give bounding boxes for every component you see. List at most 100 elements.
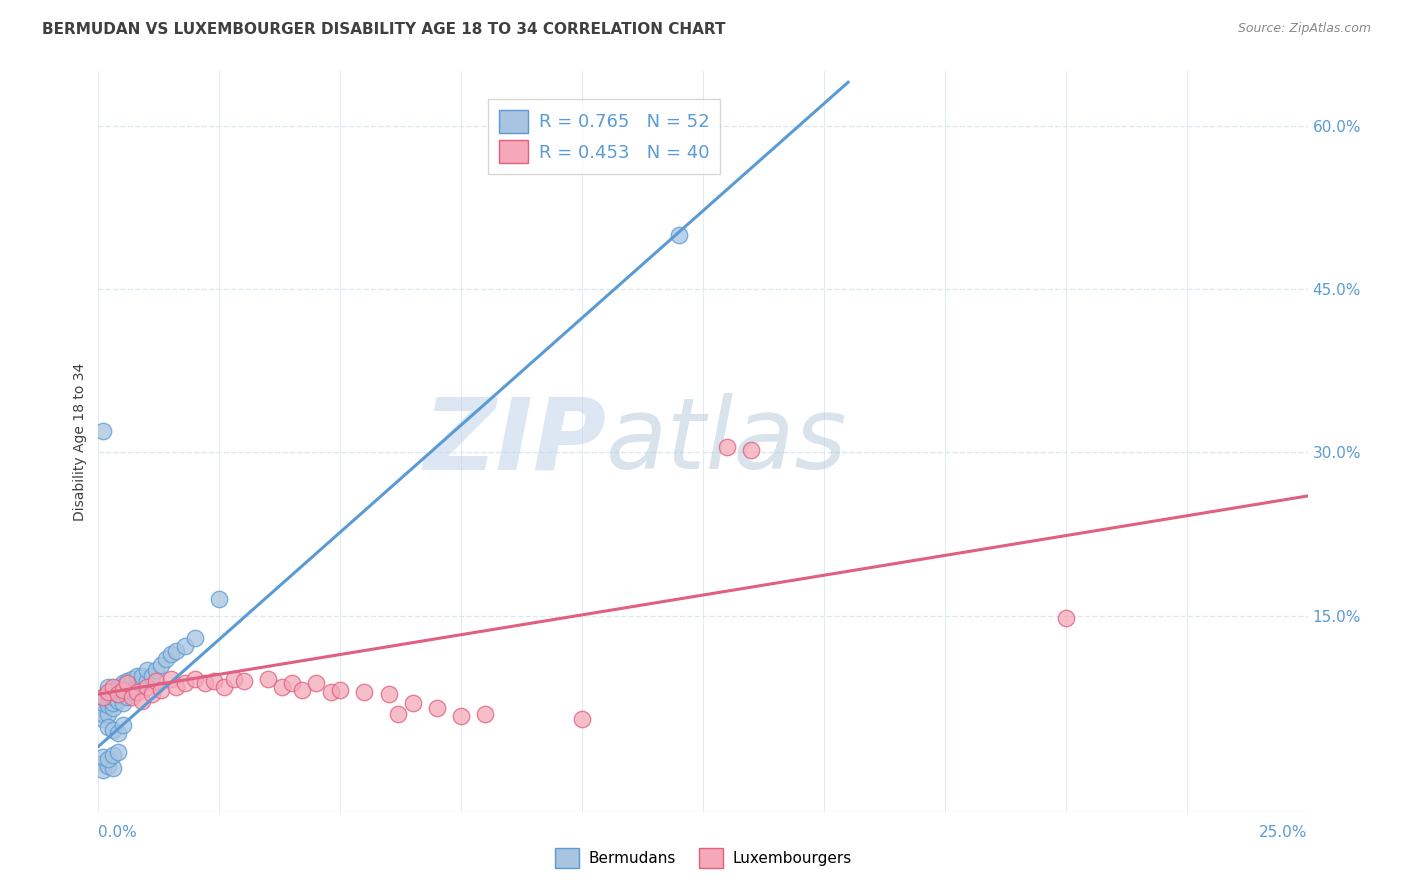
- Point: [426, 701, 449, 715]
- Point: [150, 682, 173, 697]
- Point: [141, 687, 163, 701]
- Point: [101, 723, 124, 737]
- Point: [141, 668, 163, 682]
- Point: [97, 698, 120, 712]
- Point: [101, 690, 124, 705]
- Point: [91, 690, 114, 705]
- Point: [165, 680, 187, 694]
- Point: [101, 696, 124, 710]
- Point: [91, 712, 114, 726]
- Point: [208, 592, 231, 607]
- Point: [111, 685, 134, 699]
- Point: [121, 672, 143, 686]
- Point: [271, 680, 294, 694]
- Point: [212, 680, 235, 694]
- Text: ZIP: ZIP: [423, 393, 606, 490]
- Point: [135, 674, 157, 689]
- Point: [150, 657, 173, 672]
- Point: [97, 706, 120, 721]
- Point: [117, 674, 139, 689]
- Text: atlas: atlas: [606, 393, 848, 490]
- Point: [127, 668, 149, 682]
- Point: [111, 696, 134, 710]
- Point: [91, 764, 114, 778]
- Point: [256, 672, 278, 686]
- Point: [101, 748, 124, 763]
- Point: [571, 712, 593, 726]
- Point: [107, 694, 129, 708]
- Point: [155, 652, 177, 666]
- Point: [97, 685, 120, 699]
- Point: [107, 687, 129, 701]
- Point: [474, 706, 496, 721]
- Point: [127, 680, 149, 694]
- Point: [97, 759, 120, 773]
- Point: [91, 696, 114, 710]
- Point: [101, 680, 124, 694]
- Point: [111, 676, 134, 690]
- Point: [387, 706, 409, 721]
- Point: [135, 663, 157, 677]
- Point: [97, 752, 120, 766]
- Point: [131, 694, 153, 708]
- Point: [121, 685, 143, 699]
- Point: [107, 680, 129, 694]
- Point: [402, 696, 425, 710]
- Point: [204, 674, 226, 689]
- Point: [174, 639, 197, 653]
- Point: [1054, 611, 1077, 625]
- Point: [101, 761, 124, 775]
- Text: 0.0%: 0.0%: [98, 825, 138, 839]
- Point: [222, 672, 245, 686]
- Point: [91, 424, 114, 438]
- Point: [111, 682, 134, 697]
- Point: [101, 701, 124, 715]
- Point: [377, 687, 399, 701]
- Point: [107, 726, 129, 740]
- Point: [232, 674, 254, 689]
- Text: BERMUDAN VS LUXEMBOURGER DISABILITY AGE 18 TO 34 CORRELATION CHART: BERMUDAN VS LUXEMBOURGER DISABILITY AGE …: [42, 22, 725, 37]
- Point: [127, 685, 149, 699]
- Point: [97, 680, 120, 694]
- Point: [145, 674, 167, 689]
- Point: [281, 676, 304, 690]
- Point: [117, 676, 139, 690]
- Text: 25.0%: 25.0%: [1260, 825, 1308, 839]
- Point: [91, 750, 114, 764]
- Point: [107, 745, 129, 759]
- Point: [450, 709, 472, 723]
- Point: [121, 690, 143, 705]
- Point: [131, 676, 153, 690]
- Point: [145, 663, 167, 677]
- Point: [165, 643, 187, 657]
- Point: [184, 672, 207, 686]
- Point: [91, 756, 114, 770]
- Legend: Bermudans, Luxembourgers: Bermudans, Luxembourgers: [547, 840, 859, 875]
- Point: [740, 443, 762, 458]
- Point: [194, 676, 217, 690]
- Text: Source: ZipAtlas.com: Source: ZipAtlas.com: [1237, 22, 1371, 36]
- Point: [716, 440, 738, 454]
- Point: [160, 647, 183, 661]
- Point: [135, 680, 157, 694]
- Point: [668, 227, 690, 242]
- Point: [353, 685, 375, 699]
- Legend: R = 0.765   N = 52, R = 0.453   N = 40: R = 0.765 N = 52, R = 0.453 N = 40: [488, 99, 720, 174]
- Point: [97, 720, 120, 734]
- Y-axis label: Disability Age 18 to 34: Disability Age 18 to 34: [73, 362, 87, 521]
- Point: [305, 676, 328, 690]
- Point: [101, 682, 124, 697]
- Point: [160, 672, 183, 686]
- Point: [107, 687, 129, 701]
- Point: [91, 690, 114, 705]
- Point: [131, 668, 153, 682]
- Point: [290, 682, 312, 697]
- Point: [184, 631, 207, 645]
- Point: [174, 676, 197, 690]
- Point: [117, 682, 139, 697]
- Point: [117, 690, 139, 705]
- Point: [91, 706, 114, 721]
- Point: [329, 682, 352, 697]
- Point: [97, 685, 120, 699]
- Point: [319, 685, 342, 699]
